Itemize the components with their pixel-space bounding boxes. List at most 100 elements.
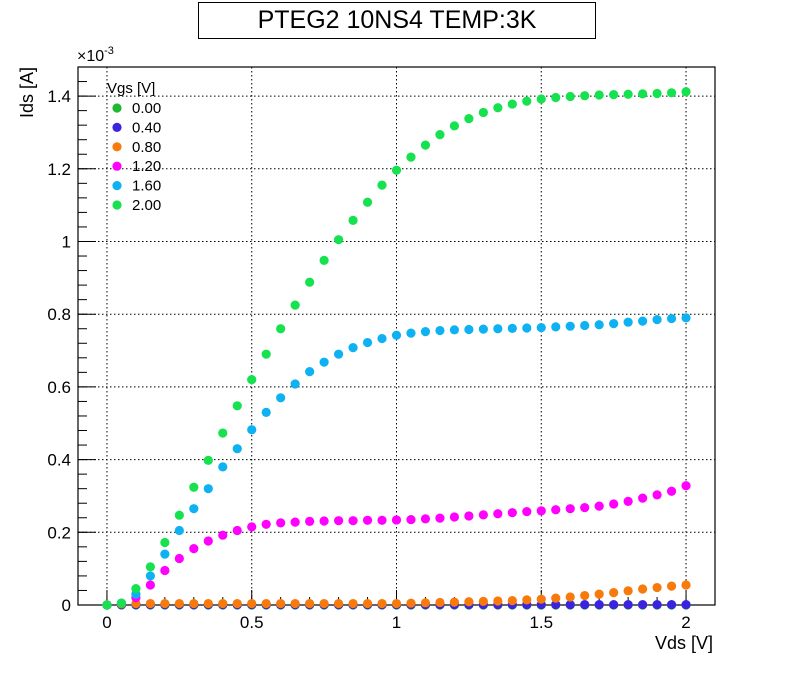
data-point: [551, 593, 561, 603]
data-point: [666, 313, 677, 324]
data-point: [218, 428, 228, 438]
data-point: [493, 324, 503, 334]
data-point: [565, 600, 575, 610]
legend-marker: [112, 142, 122, 152]
data-point: [580, 590, 590, 601]
data-point: [594, 320, 604, 330]
data-point: [290, 300, 300, 310]
data-point: [160, 565, 170, 576]
data-point: [319, 357, 329, 367]
data-point: [464, 597, 474, 607]
data-point: [449, 121, 460, 131]
data-point: [333, 235, 344, 245]
data-point: [435, 513, 445, 523]
data-point: [160, 598, 170, 609]
data-point: [478, 107, 488, 118]
data-point: [522, 323, 532, 333]
x-tick-label: 1: [392, 613, 401, 632]
data-point: [623, 586, 633, 596]
data-point: [580, 502, 590, 513]
y-tick-label: 0.6: [47, 378, 71, 397]
data-point: [218, 598, 228, 609]
data-points: [102, 87, 691, 610]
legend-marker: [112, 200, 122, 210]
data-point: [666, 486, 677, 496]
data-point: [522, 595, 532, 605]
data-point: [623, 600, 633, 610]
data-point: [565, 592, 575, 602]
data-point: [464, 324, 474, 335]
legend-label: 0.80: [132, 139, 161, 156]
data-point: [609, 319, 619, 329]
data-point: [507, 99, 517, 109]
data-point: [478, 596, 488, 606]
data-point: [276, 598, 286, 609]
data-point: [507, 508, 517, 518]
data-point: [391, 330, 402, 340]
data-point: [623, 89, 633, 99]
data-point: [276, 324, 286, 334]
y-multiplier: ×10-3: [77, 45, 114, 65]
data-point: [131, 584, 141, 594]
data-point: [493, 103, 503, 113]
data-point: [261, 598, 271, 609]
data-point: [232, 444, 242, 454]
data-point: [333, 349, 344, 359]
data-point: [551, 92, 561, 103]
legend: Vgs [V] 0.00 0.40 0.80 1.20 1.60 2.00: [107, 80, 161, 214]
data-point: [232, 401, 242, 411]
data-point: [145, 571, 155, 581]
data-point: [247, 375, 257, 385]
y-tick-label: 0.8: [47, 305, 71, 324]
data-point: [681, 600, 691, 610]
data-point: [609, 588, 619, 598]
data-point: [652, 88, 662, 99]
data-point: [580, 600, 590, 610]
legend-marker: [112, 181, 122, 191]
data-point: [464, 511, 474, 521]
data-point: [391, 165, 402, 175]
series-1.20: [102, 481, 691, 610]
data-point: [464, 114, 474, 124]
data-point: [609, 600, 619, 610]
data-point: [536, 94, 546, 104]
data-point: [174, 598, 184, 609]
data-point: [493, 509, 503, 519]
x-tick-label: 2: [681, 613, 690, 632]
data-point: [232, 525, 242, 536]
data-point: [652, 490, 662, 500]
data-point: [406, 598, 416, 608]
chart-title: PTEG2 10NS4 TEMP:3K: [198, 2, 596, 39]
x-axis-label: Vds [V]: [655, 633, 713, 653]
y-axis-label: Ids [A]: [17, 67, 37, 118]
data-point: [362, 197, 373, 207]
data-point: [406, 328, 416, 338]
tick-labels: 0 0.5 1 1.5 2 0 0.2 0.4 0.6 0.8 1 1.2 1.4: [47, 87, 690, 632]
data-point: [276, 518, 286, 528]
data-point: [174, 553, 184, 564]
data-point: [203, 455, 213, 465]
data-point: [536, 323, 546, 333]
data-point: [174, 510, 184, 520]
data-point: [681, 580, 691, 590]
legend-title: Vgs [V]: [107, 80, 155, 97]
data-point: [594, 589, 604, 599]
data-point: [681, 313, 691, 323]
axis-ticks: [78, 66, 716, 606]
data-point: [348, 598, 358, 609]
data-point: [261, 519, 271, 529]
data-point: [203, 536, 213, 546]
legend-label: 1.60: [132, 178, 161, 195]
data-point: [160, 549, 170, 559]
data-point: [681, 481, 691, 491]
data-point: [362, 337, 373, 348]
data-point: [594, 501, 604, 511]
series-0.80: [102, 580, 691, 610]
data-point: [449, 597, 460, 607]
data-point: [319, 598, 329, 609]
data-point: [522, 506, 532, 517]
data-point: [362, 598, 373, 609]
data-point: [594, 600, 604, 610]
data-point: [145, 598, 155, 609]
